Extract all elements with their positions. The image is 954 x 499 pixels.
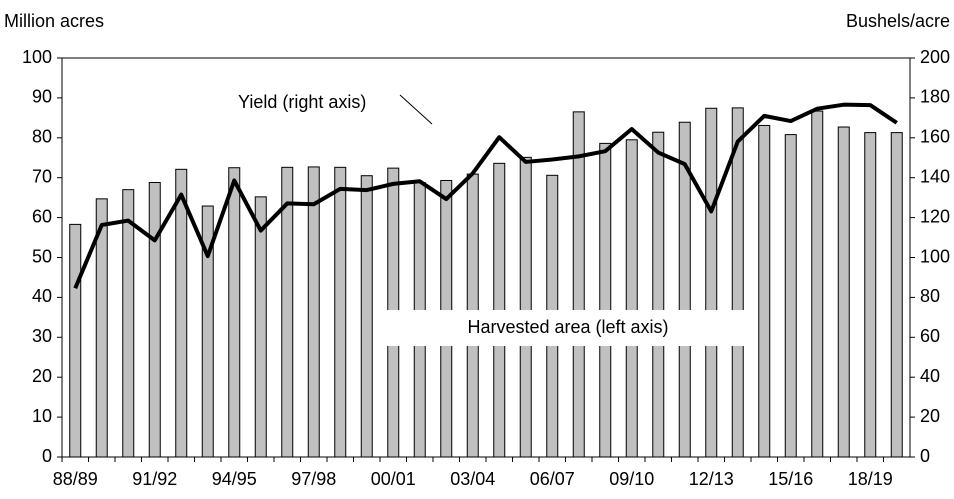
y2-tick-label: 120: [920, 206, 950, 226]
x-tick-label: 88/89: [53, 469, 98, 489]
y-tick-label: 20: [32, 366, 52, 386]
y2-tick-label: 80: [920, 286, 940, 306]
bar: [175, 168, 188, 458]
left-axis-label: Million acres: [4, 11, 104, 31]
y2-tick-label: 100: [920, 246, 950, 266]
bar: [360, 175, 373, 458]
y-tick-label: 100: [22, 47, 52, 67]
x-tick-label: 91/92: [132, 469, 177, 489]
y-tick-label: 90: [32, 87, 52, 107]
bar: [228, 167, 241, 458]
bar: [625, 139, 638, 458]
bar: [890, 132, 903, 458]
x-tick-label: 94/95: [212, 469, 257, 489]
bar: [758, 124, 771, 458]
bar: [254, 196, 267, 458]
bar: [652, 131, 665, 458]
y-tick-label: 70: [32, 166, 52, 186]
y-tick-label: 40: [32, 286, 52, 306]
x-tick-label: 06/07: [530, 469, 575, 489]
y-tick-label: 10: [32, 406, 52, 426]
bar: [705, 107, 718, 458]
y-tick-label: 60: [32, 206, 52, 226]
y-tick-label: 80: [32, 127, 52, 147]
y2-tick-label: 180: [920, 87, 950, 107]
y2-tick-label: 140: [920, 166, 950, 186]
plot-frame: [61, 57, 911, 458]
x-tick-label: 00/01: [371, 469, 416, 489]
bar: [69, 223, 82, 458]
bar: [731, 107, 744, 458]
bar: [784, 134, 797, 458]
annotation: Harvested area (left axis): [467, 317, 668, 337]
x-tick-label: 12/13: [689, 469, 734, 489]
bar: [599, 142, 612, 458]
bar: [519, 156, 532, 458]
bar: [811, 110, 824, 458]
yield-line: [73, 102, 898, 289]
x-tick-label: 97/98: [291, 469, 336, 489]
y2-tick-label: 160: [920, 127, 950, 147]
y2-tick-label: 0: [920, 446, 930, 466]
x-tick-label: 09/10: [609, 469, 654, 489]
x-tick-label: 15/16: [768, 469, 813, 489]
annotation-box: [385, 310, 751, 346]
y2-tick-label: 200: [920, 47, 950, 67]
y2-tick-label: 40: [920, 366, 940, 386]
bar: [307, 166, 320, 458]
y2-tick-label: 20: [920, 406, 940, 426]
bar: [334, 166, 347, 458]
right-axis-label: Bushels/acre: [846, 11, 950, 31]
bar: [122, 189, 135, 458]
x-tick-label: 18/19: [848, 469, 893, 489]
annotation: Yield (right axis): [238, 92, 366, 112]
annotation-leader: [399, 94, 433, 125]
y-tick-label: 30: [32, 326, 52, 346]
bar: [148, 181, 161, 458]
bar: [281, 166, 294, 458]
bar: [837, 126, 850, 458]
y-tick-label: 50: [32, 246, 52, 266]
bar: [572, 111, 585, 458]
y2-tick-label: 60: [920, 326, 940, 346]
y-tick-label: 0: [42, 446, 52, 466]
x-tick-label: 03/04: [450, 469, 495, 489]
bar: [864, 132, 877, 458]
